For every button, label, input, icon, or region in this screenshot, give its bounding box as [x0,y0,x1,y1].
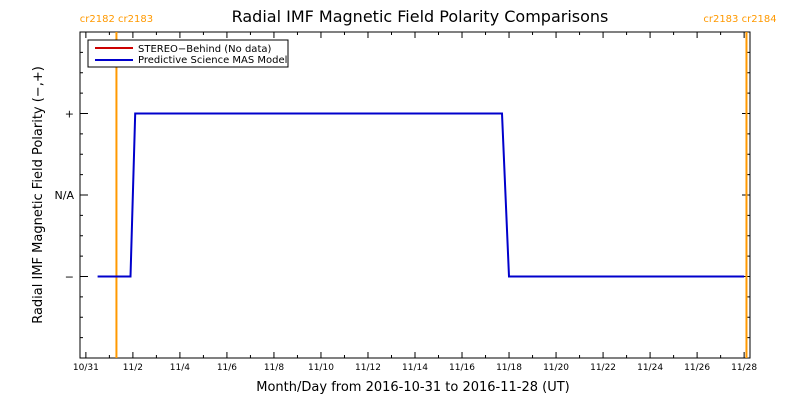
y-axis-ticks: + N/A − [55,31,750,359]
x-tick-label: 10/31 [73,363,99,373]
x-axis-label: Month/Day from 2016-10-31 to 2016-11-28 … [256,380,569,395]
x-tick-label: 11/28 [731,363,757,373]
y-tick-label: + [65,108,74,121]
series-lines [97,112,745,278]
y-tick-label: N/A [55,189,75,202]
x-tick-label: 11/20 [543,363,569,373]
carrington-marker-label: cr2183 cr2184 [703,14,776,25]
chart-title: Radial IMF Magnetic Field Polarity Compa… [232,7,609,26]
carrington-marker-label: cr2182 cr2183 [80,14,153,25]
legend-label-stereo: STEREO−Behind (No data) [138,44,271,55]
plot-frame [79,31,751,359]
x-tick-label: 11/14 [402,363,428,373]
y-axis-label: Radial IMF Magnetic Field Polarity (−,+) [31,66,46,324]
x-tick-label: 11/22 [590,363,616,373]
carrington-markers: cr2182 cr2183 cr2183 cr2184 [80,14,777,358]
x-tick-label: 11/26 [684,363,710,373]
y-tick-label: − [65,271,74,284]
x-tick-label: 11/10 [308,363,334,373]
x-axis-ticks: 10/31 11/2 11/4 11/6 11/8 11/10 11/12 11/14 11/1… [73,32,757,373]
x-tick-label: 11/18 [496,363,522,373]
legend-label-mas: Predictive Science MAS Model [138,55,287,66]
x-tick-label: 11/8 [264,363,284,373]
series-line-mas-model [97,112,745,278]
x-tick-label: 11/12 [355,363,381,373]
x-tick-label: 11/6 [217,363,237,373]
x-tick-label: 11/24 [637,363,663,373]
legend: STEREO−Behind (No data) Predictive Scien… [87,39,289,68]
legend-box [87,39,289,68]
x-tick-label: 11/2 [123,363,143,373]
x-tick-label: 11/4 [170,363,190,373]
x-tick-label: 11/16 [449,363,475,373]
